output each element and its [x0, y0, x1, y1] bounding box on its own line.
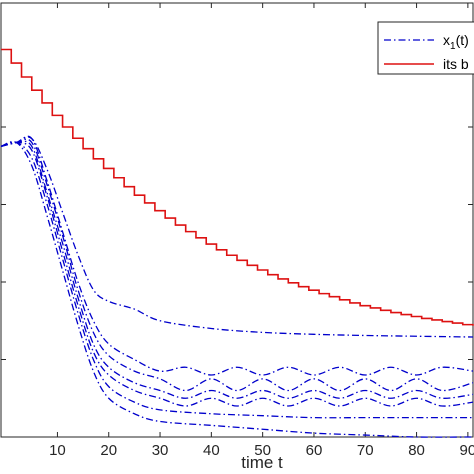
- trajectory-line-4: [0, 140, 474, 399]
- legend-entry: its b: [443, 56, 469, 72]
- x-tick-label: 30: [152, 442, 169, 459]
- legend-entry: x1(t): [443, 32, 469, 52]
- legend-box: [377, 21, 474, 75]
- trajectory-line-5: [0, 141, 474, 407]
- trajectory-line-1: [0, 136, 474, 338]
- trajectory-line-3: [0, 138, 474, 392]
- x-tick-label: 20: [100, 442, 117, 459]
- plot-frame: [0, 2, 474, 438]
- x-tick-label: 60: [306, 442, 323, 459]
- x-tick-label: 70: [357, 442, 374, 459]
- x-tick-label: 80: [408, 442, 425, 459]
- x-tick-label: 10: [49, 442, 66, 459]
- legend: x1(t) its b: [377, 21, 474, 75]
- x-tick-label: 90: [460, 442, 474, 459]
- x-axis-label: time t: [241, 453, 283, 472]
- x-tick-label: 50: [254, 442, 271, 459]
- trajectory-line-2: [0, 135, 474, 376]
- trajectory-line-6: [0, 141, 473, 419]
- x-tick-labels: 10 20 30 40 50 60 70 80 90: [49, 442, 474, 459]
- trajectory-line-7: [0, 141, 474, 438]
- bound-line: [1, 48, 474, 326]
- x-tick-label: 40: [203, 442, 220, 459]
- series-lines: [0, 48, 474, 438]
